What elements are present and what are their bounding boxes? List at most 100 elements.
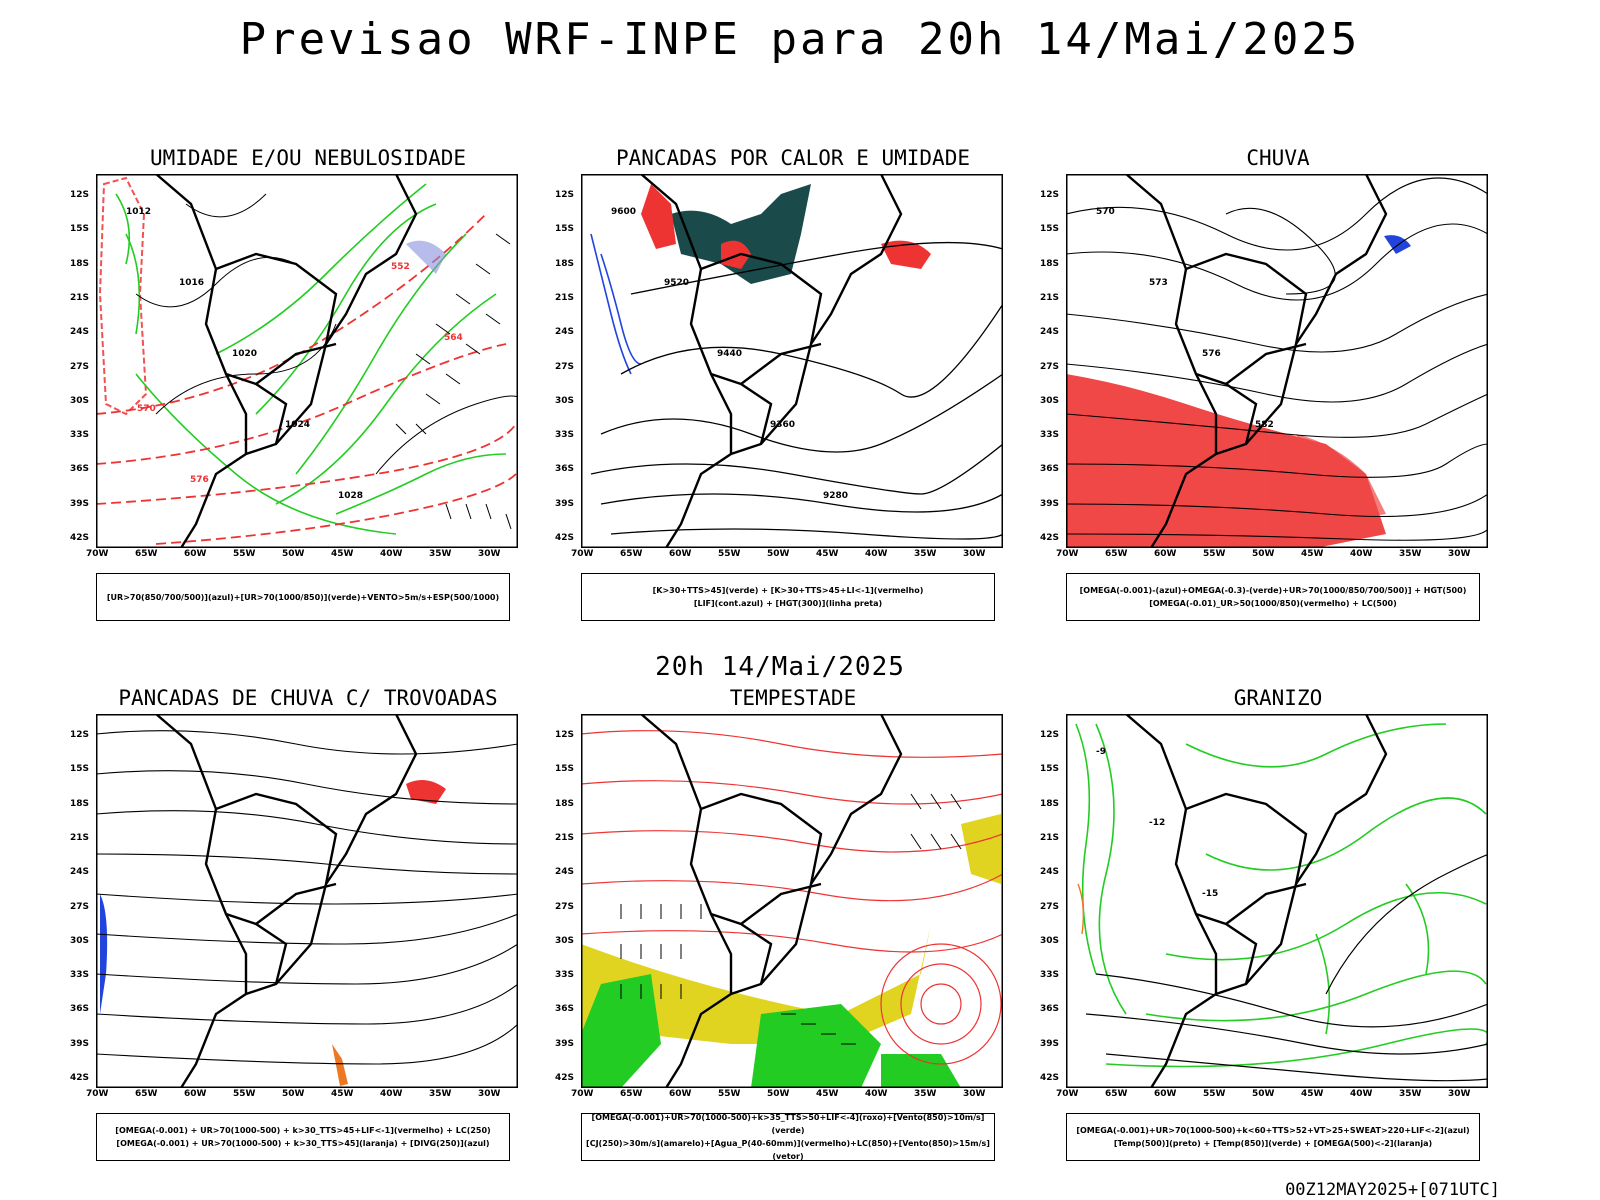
map-chuva[interactable]: 570 573 576 582: [1066, 174, 1488, 548]
streamlines: [1066, 177, 1488, 541]
lat-tick-label: 18S: [1040, 798, 1060, 809]
contour-value-label: 1020: [232, 349, 257, 359]
lat-tick-label: 39S: [555, 1038, 575, 1049]
legend-line: [Temp(500)](preto) + [Temp(850)](verde) …: [1113, 1139, 1433, 1148]
lon-tick-label: 55W: [1203, 1089, 1226, 1099]
lat-tick-label: 42S: [70, 1073, 90, 1083]
red-storm-patch: [406, 780, 446, 804]
lat-tick-label: 15S: [70, 764, 90, 775]
lat-tick-label: 36S: [1040, 464, 1060, 475]
lon-tick-label: 70W: [86, 1089, 109, 1099]
lon-tick-label: 40W: [1350, 549, 1373, 559]
lon-tick-label: 35W: [914, 1089, 937, 1099]
lat-tick-label: 36S: [70, 1004, 90, 1015]
lon-tick-label: 65W: [620, 549, 643, 559]
country-borders: [155, 714, 418, 1088]
lon-tick-label: 40W: [865, 1089, 888, 1099]
lat-tick-label: 27S: [1040, 361, 1060, 372]
map-umidade[interactable]: 1012 1016 1020 1024 1028 552 564 570 576: [96, 174, 518, 548]
lat-tick-label: 15S: [1040, 764, 1060, 775]
lat-tick-label: 18S: [70, 798, 90, 809]
lon-tick-label: 70W: [571, 1089, 594, 1099]
lat-tick-label: 33S: [555, 970, 575, 981]
map-trovoadas[interactable]: [96, 714, 518, 1088]
hgt300-contours: [590, 241, 1003, 540]
lat-tick-label: 30S: [1040, 935, 1060, 946]
lat-tick-label: 18S: [70, 258, 90, 269]
lat-tick-label: 18S: [1040, 258, 1060, 269]
lon-tick-label: 70W: [1056, 1089, 1079, 1099]
legend-line: [CJ(250)>30m/s](amarelo)+[Agua_P(40-60mm…: [586, 1139, 990, 1161]
lat-tick-label: 33S: [70, 430, 90, 441]
lon-tick-label: 50W: [282, 1089, 305, 1099]
map-granizo[interactable]: -9 -12 -15: [1066, 714, 1488, 1088]
contour-value-label: 576: [1202, 349, 1221, 359]
lat-tick-label: 33S: [1040, 430, 1060, 441]
teal-instability: [671, 184, 811, 284]
lat-tick-label: 30S: [70, 935, 90, 946]
lon-tick-label: 35W: [1399, 1089, 1422, 1099]
lon-tick-label: 65W: [135, 1089, 158, 1099]
contour-value-label: 9360: [770, 420, 795, 430]
panel-title: PANCADAS POR CALOR E UMIDADE: [615, 146, 970, 170]
lat-tick-label: 39S: [555, 498, 575, 509]
panel-pancadas-calor: PANCADAS POR CALOR E UMIDADE: [553, 146, 1033, 636]
contour-value-label: 573: [1149, 278, 1168, 288]
panel-tempestade: TEMPESTADE: [553, 686, 1033, 1176]
country-borders: [1125, 714, 1388, 1088]
lon-tick-label: 45W: [1301, 1089, 1324, 1099]
lon-tick-label: 40W: [380, 1089, 403, 1099]
contour-value-label: 570: [1096, 207, 1115, 217]
blue-divergence: [100, 894, 108, 1014]
contour-value-label: 1012: [126, 207, 151, 217]
humidity-fill-red: [98, 176, 148, 416]
contour-value-label: 9600: [611, 207, 636, 217]
lon-tick-label: 30W: [1448, 549, 1471, 559]
lon-tick-label: 30W: [963, 549, 986, 559]
lon-tick-label: 60W: [1154, 1089, 1177, 1099]
lon-tick-label: 60W: [184, 1089, 207, 1099]
lat-tick-label: 27S: [555, 901, 575, 912]
green-wind: [581, 974, 961, 1088]
lon-tick-label: 60W: [669, 1089, 692, 1099]
lat-tick-label: 24S: [555, 867, 575, 878]
lat-tick-label: 24S: [70, 327, 90, 338]
panel-legend: [OMEGA(-0.001)-(azul)+OMEGA(-0.3)-(verde…: [1066, 573, 1480, 621]
panel-legend: [OMEGA(-0.001)+UR>70(1000-500)+k>35_TTS>…: [581, 1113, 995, 1161]
panel-title: TEMPESTADE: [729, 686, 857, 710]
lon-tick-label: 65W: [620, 1089, 643, 1099]
lat-tick-label: 30S: [555, 395, 575, 406]
lat-tick-label: 15S: [1040, 224, 1060, 235]
panel-title: CHUVA: [1246, 146, 1310, 170]
legend-line: [OMEGA(-0.001)+UR>70(1000-500)+k<60+TTS>…: [1076, 1126, 1470, 1135]
lat-tick-label: 12S: [70, 190, 90, 200]
contour-value-label: -15: [1202, 889, 1218, 899]
lat-tick-label: 24S: [555, 327, 575, 338]
lon-tick-label: 35W: [914, 549, 937, 559]
map-tempestade[interactable]: [581, 714, 1003, 1088]
lat-tick-label: 33S: [70, 970, 90, 981]
map-pancadas-calor[interactable]: 9600 9520 9440 9360 9280: [581, 174, 1003, 548]
lon-tick-label: 30W: [963, 1089, 986, 1099]
lat-tick-label: 39S: [70, 498, 90, 509]
lon-tick-label: 35W: [1399, 549, 1422, 559]
map-svg: [581, 714, 1003, 1088]
lon-tick-label: 40W: [380, 549, 403, 559]
lat-tick-label: 24S: [70, 867, 90, 878]
lon-tick-label: 40W: [1350, 1089, 1373, 1099]
contour-value-label: 9280: [823, 491, 848, 501]
run-info-footer: 00Z12MAY2025+[071UTC]: [1285, 1180, 1500, 1200]
lat-tick-label: 27S: [1040, 901, 1060, 912]
lat-tick-label: 42S: [1040, 533, 1060, 543]
map-svg: 570 573 576 582: [1066, 174, 1488, 548]
panel-umidade: UMIDADE E/OU NEBULOSIDADE: [68, 146, 548, 636]
green-contours: [115, 183, 507, 535]
lat-tick-label: 21S: [555, 832, 575, 843]
legend-line: [K>30+TTS>45](verde) + [K>30+TTS>45+LI<-…: [652, 586, 924, 595]
lat-tick-label: 30S: [70, 395, 90, 406]
red-streamlines: [581, 730, 1003, 1065]
country-borders: [640, 714, 903, 1088]
lon-tick-label: 30W: [478, 549, 501, 559]
streamlines: [96, 730, 518, 1065]
lat-tick-label: 39S: [1040, 1038, 1060, 1049]
